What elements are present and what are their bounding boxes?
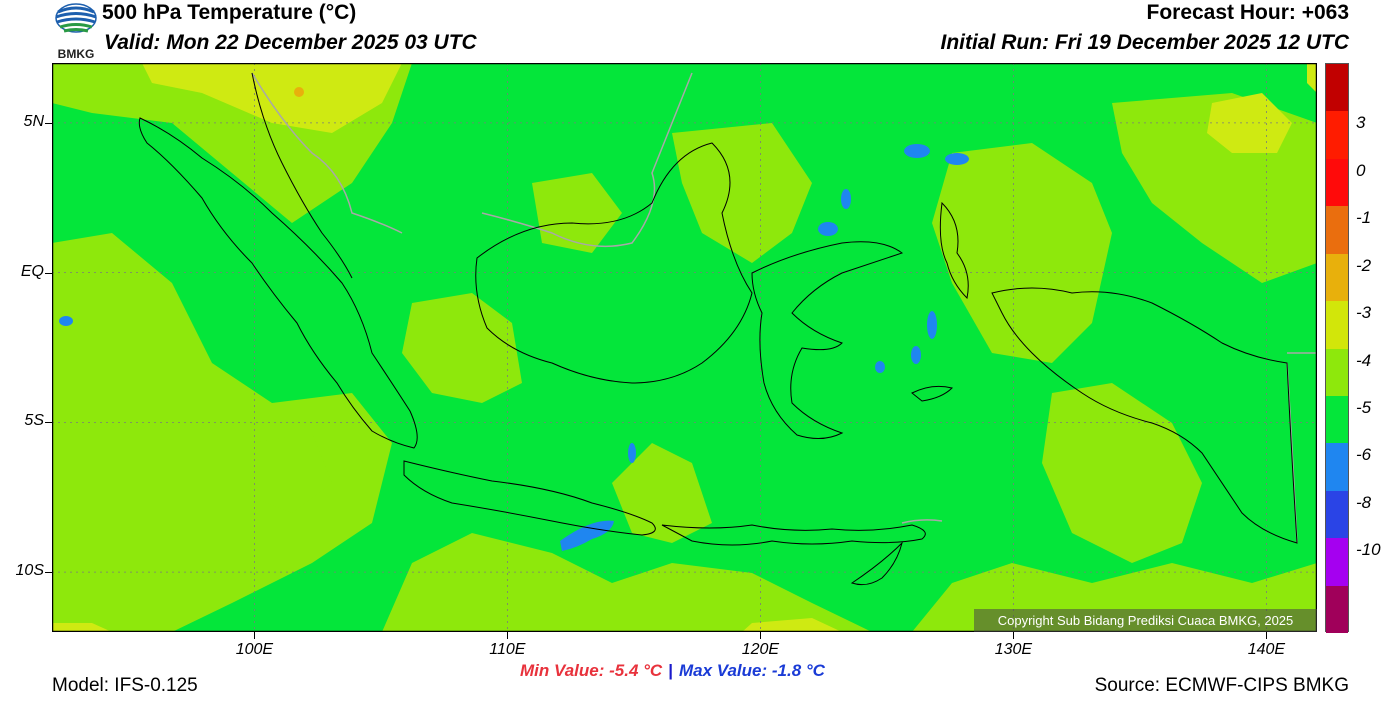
color-scale-segment — [1326, 538, 1348, 587]
coastlines — [138, 72, 1298, 586]
papua-coast — [991, 287, 1298, 544]
min-max-values: Min Value: -5.4 °C | Max Value: -1.8 °C — [520, 661, 825, 681]
latitude-tick — [45, 422, 52, 424]
color-scale-segment — [1326, 395, 1348, 444]
map-canvas — [52, 63, 1317, 632]
separator: | — [668, 661, 673, 680]
yellow-green-regions — [52, 63, 1317, 632]
latitude-tick — [45, 272, 52, 274]
latitude-tick — [45, 122, 52, 124]
color-scale-segment — [1326, 348, 1348, 397]
temperature-map[interactable] — [52, 63, 1317, 632]
color-scale-label: -3 — [1356, 303, 1372, 323]
color-scale-segment — [1326, 64, 1348, 112]
longitude-tick — [760, 632, 762, 639]
model-label: Model: IFS-0.125 — [52, 675, 198, 696]
color-scale-segment — [1326, 490, 1348, 539]
longitude-label: 140E — [1247, 641, 1286, 658]
java-coast — [403, 460, 656, 536]
borneo-coast — [475, 142, 753, 384]
sumatra-coast — [138, 117, 418, 449]
color-scale-label: -5 — [1356, 397, 1372, 417]
color-scale-label: -2 — [1356, 255, 1372, 275]
latitude-label: 10S — [15, 562, 44, 580]
color-scale-bar — [1325, 63, 1349, 634]
map-gridlines — [52, 63, 1317, 632]
initial-run: Initial Run: Fri 19 December 2025 12 UTC — [940, 31, 1349, 54]
timor-coast — [850, 541, 903, 586]
color-scale-label: -10 — [1356, 540, 1381, 560]
chart-title: 500 hPa Temperature (°C) — [102, 1, 357, 24]
copyright-notice: Copyright Sub Bidang Prediksi Cuaca BMKG… — [974, 609, 1317, 632]
color-scale-label: -8 — [1356, 492, 1372, 512]
malay-peninsula-coast — [251, 72, 353, 279]
longitude-tick — [507, 632, 509, 639]
source-label: Source: ECMWF-CIPS BMKG — [1094, 675, 1349, 696]
color-scale-segment — [1326, 301, 1348, 349]
cold-patches — [59, 144, 969, 551]
max-value: Max Value: -1.8 °C — [678, 661, 825, 680]
warm-spot — [294, 87, 304, 97]
min-value: Min Value: -5.4 °C — [520, 661, 663, 680]
latitude-tick — [45, 572, 52, 574]
color-scale-label: 3 — [1356, 113, 1366, 133]
forecast-hour: Forecast Hour: +063 — [1146, 1, 1350, 24]
color-scale-segment — [1326, 158, 1348, 207]
latitude-label: EQ — [20, 262, 44, 280]
svg-text:BMKG: BMKG — [58, 47, 95, 60]
color-scale-segment — [1326, 206, 1348, 255]
color-scale-label: -6 — [1356, 445, 1372, 465]
valid-time: Valid: Mon 22 December 2025 03 UTC — [104, 31, 477, 54]
sulawesi-coast — [751, 241, 904, 439]
halmahera-coast — [939, 201, 969, 300]
longitude-label: 100E — [235, 641, 274, 658]
color-scale-segment — [1326, 443, 1348, 492]
latitude-label: 5N — [23, 112, 44, 130]
longitude-tick — [1266, 632, 1268, 639]
color-scale-segment — [1326, 111, 1348, 160]
lesser-sunda-coast — [661, 524, 926, 546]
color-scale-label: -4 — [1356, 350, 1372, 370]
color-scale-segment — [1326, 585, 1348, 634]
latitude-label: 5S — [24, 412, 44, 430]
longitude-tick — [254, 632, 256, 639]
map-frame — [52, 63, 1317, 632]
color-scale-segment — [1326, 253, 1348, 302]
bmkg-logo: BMKG — [52, 2, 100, 61]
color-scale-label: -1 — [1356, 208, 1372, 228]
color-scale-label: 0 — [1356, 160, 1366, 180]
longitude-label: 120E — [741, 641, 780, 658]
seram-coast — [911, 385, 953, 402]
longitude-label: 110E — [489, 641, 526, 658]
longitude-tick — [1013, 632, 1015, 639]
longitude-label: 130E — [994, 641, 1033, 658]
